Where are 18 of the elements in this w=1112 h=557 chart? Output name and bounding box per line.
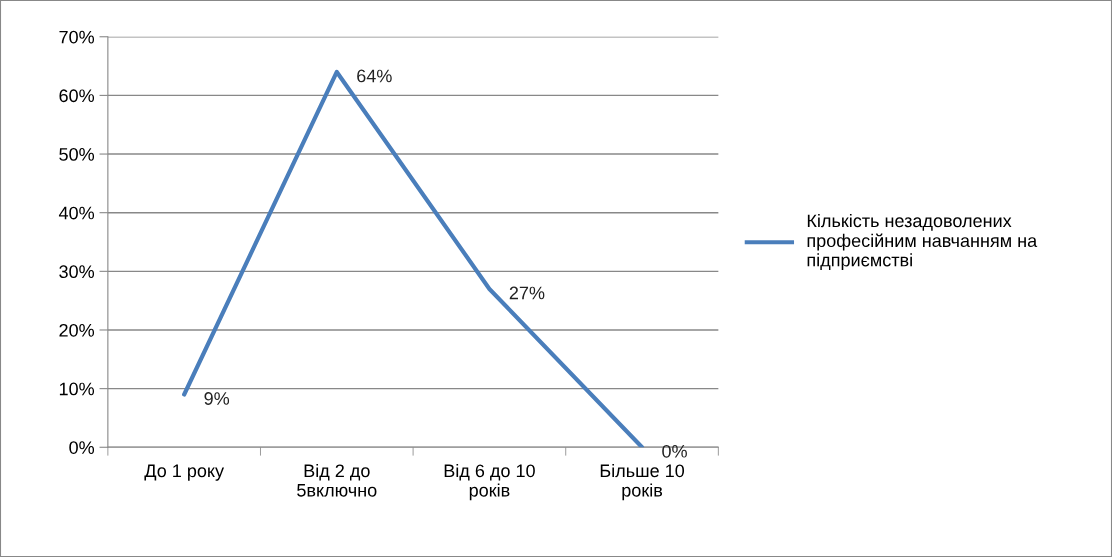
y-tick-label: 40% [58,206,95,220]
x-tick-label: Від 2 до 5включно [297,463,377,497]
y-tick-label: 20% [59,323,95,337]
data-label: 0% [662,444,687,458]
line-series [182,69,645,448]
y-tick-label: 70% [59,30,95,44]
y-tick-label: 10% [59,382,95,396]
y-tick-label: 0% [69,441,95,454]
data-label: 27% [509,286,545,300]
y-tick-label: 50% [59,147,95,161]
data-label: 9% [204,392,230,405]
x-tick-label: Більше 10 років [600,463,685,501]
data-label: 64% [357,69,392,83]
y-tick-label: 30% [59,265,95,279]
x-tick-label: Від 6 до 10 років [444,463,535,501]
y-tick-label: 60% [59,89,95,103]
x-tick-label: До 1 року [144,464,225,481]
legend-label: Кількість незадоволених професійним навчанням на підприємстві [807,213,1038,271]
